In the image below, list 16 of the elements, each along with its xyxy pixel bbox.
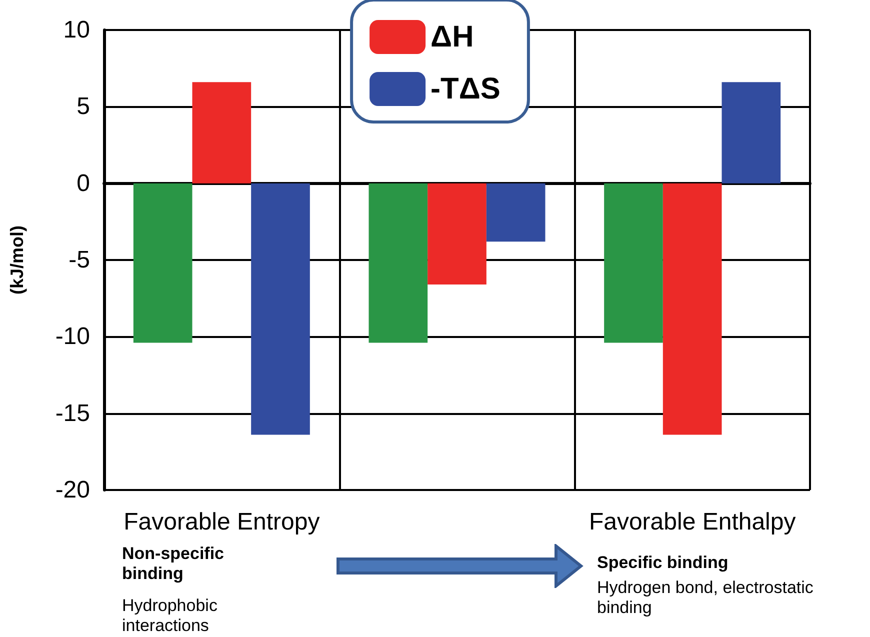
y-tick-label: -10 <box>55 323 90 350</box>
text: Non-specific binding <box>122 544 226 584</box>
legend-label: -TΔS <box>430 72 500 106</box>
y-tick-label: 5 <box>76 93 90 120</box>
y-tick-label: -15 <box>55 400 90 427</box>
y-tick-label: 0 <box>76 170 90 197</box>
text: Hydrogen bond, electrostatic binding <box>597 578 814 618</box>
y-axis-title: (kJ/mol) <box>7 225 27 295</box>
y-tick-label: 10 <box>63 16 90 44</box>
y-tick-label: -5 <box>68 246 90 274</box>
x-tick-label: Favorable Enthalpy <box>588 508 796 536</box>
legend-label: ΔH <box>430 20 474 54</box>
text: Specific binding <box>597 553 730 573</box>
text: Hydrophobic interactions <box>122 596 218 636</box>
y-tick-label: -20 <box>55 476 90 504</box>
x-tick-label: Favorable Entropy <box>124 508 320 536</box>
